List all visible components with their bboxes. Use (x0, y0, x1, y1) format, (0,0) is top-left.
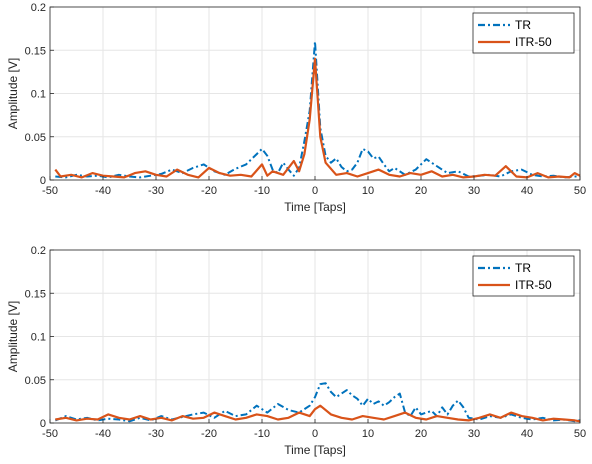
x-tick-label: 50 (574, 428, 586, 440)
x-axis-label: Time [Taps] (284, 200, 346, 214)
legend-entry: TR (515, 18, 531, 32)
x-axis-label: Time [Taps] (284, 443, 346, 457)
x-tick-label: 10 (362, 428, 374, 440)
y-axis-label: Amplitude [V] (6, 301, 20, 372)
x-tick-label: 40 (521, 428, 533, 440)
x-tick-label: 30 (468, 428, 480, 440)
legend-entry: ITR-50 (515, 35, 552, 49)
x-tick-label: 20 (415, 428, 427, 440)
x-tick-label: -20 (201, 185, 217, 197)
y-tick-label: 0.05 (25, 132, 46, 144)
y-tick-label: 0.15 (25, 288, 46, 300)
x-tick-label: 30 (468, 185, 480, 197)
y-axis-label: Amplitude [V] (6, 58, 20, 129)
x-tick-label: 50 (574, 185, 586, 197)
x-tick-label: -50 (42, 428, 58, 440)
subplot-1: -50 -40 -30 -20 -10 0 10 20 30 40 50 0 0.05 0.1 0.15 0.… (6, 2, 586, 214)
series-line-2 (55, 404, 581, 423)
legend: TR ITR-50 (472, 255, 575, 297)
series-line-1 (55, 40, 580, 179)
x-tick-label: -40 (95, 428, 111, 440)
x-tick-label: 10 (362, 185, 374, 197)
y-tick-label: 0.15 (25, 45, 46, 57)
legend-entry: TR (515, 261, 531, 275)
x-tick-label: -50 (42, 185, 58, 197)
x-tick-label: -10 (254, 428, 270, 440)
y-tick-label: 0 (40, 175, 46, 187)
x-tick-label: -30 (148, 428, 164, 440)
x-tick-label: 40 (521, 185, 533, 197)
x-tick-label: 0 (312, 428, 318, 440)
x-tick-label: -20 (201, 428, 217, 440)
legend-box (472, 255, 575, 297)
x-tick-label: -30 (148, 185, 164, 197)
legend-box (472, 12, 575, 54)
series-line-1 (54, 382, 581, 423)
x-tick-label: -40 (95, 185, 111, 197)
x-tick-label: 20 (415, 185, 427, 197)
y-tick-label: 0.05 (25, 375, 46, 387)
y-tick-label: 0 (40, 418, 46, 430)
x-tick-label: -10 (254, 185, 270, 197)
x-tick-label: 0 (312, 185, 318, 197)
series-line-2 (54, 57, 581, 179)
legend-entry: ITR-50 (515, 278, 552, 292)
y-tick-label: 0.1 (31, 332, 46, 344)
y-tick-label: 0.2 (31, 245, 46, 257)
y-tick-label: 0.1 (31, 89, 46, 101)
legend: TR ITR-50 (472, 12, 575, 54)
subplot-2: -50 -40 -30 -20 -10 0 10 20 30 40 50 0 0.05 0.1 0.15 0.… (6, 245, 586, 457)
y-tick-label: 0.2 (31, 2, 46, 14)
